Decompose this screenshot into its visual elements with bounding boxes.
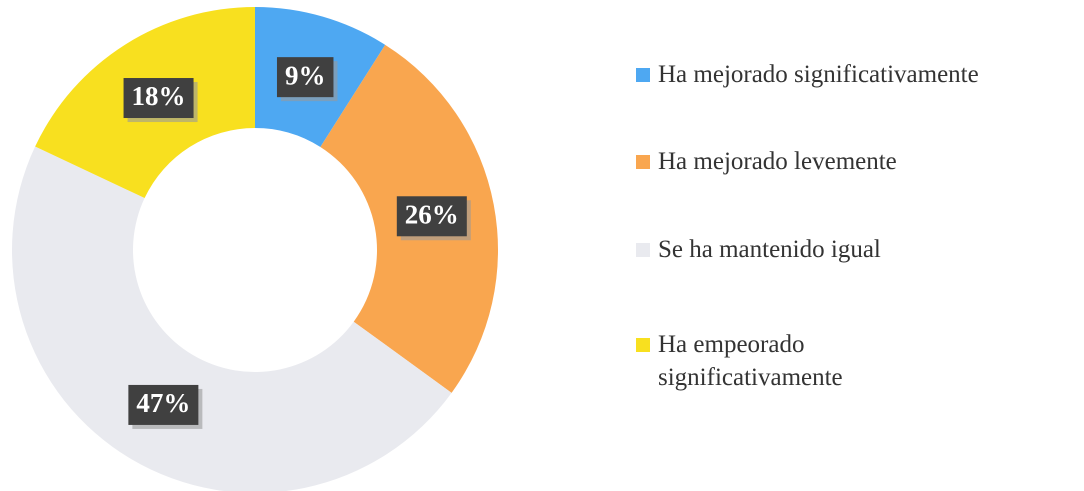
data-label: 47%	[128, 384, 203, 429]
data-label-text: 18%	[132, 81, 186, 111]
chart: 9% 26% 47% 18%	[12, 7, 498, 491]
data-label-box	[128, 384, 199, 425]
legend-swatch	[636, 68, 650, 82]
data-label-text: 26%	[405, 199, 459, 229]
data-label-box	[396, 196, 467, 237]
data-label-text: 47%	[136, 388, 190, 418]
legend-swatch	[636, 155, 650, 169]
legend-item: Ha mejorado significativamente	[636, 58, 1066, 91]
legend-label: Se ha mantenido igual	[658, 236, 881, 263]
legend-label: Ha empeorado significativamente	[658, 331, 843, 391]
legend-item: Ha mejorado levemente	[636, 145, 1066, 178]
data-label: 18%	[123, 78, 198, 123]
data-label-text: 9%	[285, 60, 326, 90]
legend-item: Se ha mantenido igual	[636, 233, 1066, 266]
data-label-box	[123, 78, 194, 119]
donut-slice	[12, 146, 452, 491]
data-label: 26%	[396, 196, 471, 241]
data-label: 9%	[276, 57, 338, 102]
legend-swatch	[636, 243, 650, 257]
legend-item: Ha empeorado significativamente	[636, 328, 1066, 394]
legend-swatch	[636, 338, 650, 352]
data-label-box	[276, 57, 334, 98]
legend-label: Ha mejorado levemente	[658, 148, 897, 175]
legend-label: Ha mejorado significativamente	[658, 61, 979, 88]
